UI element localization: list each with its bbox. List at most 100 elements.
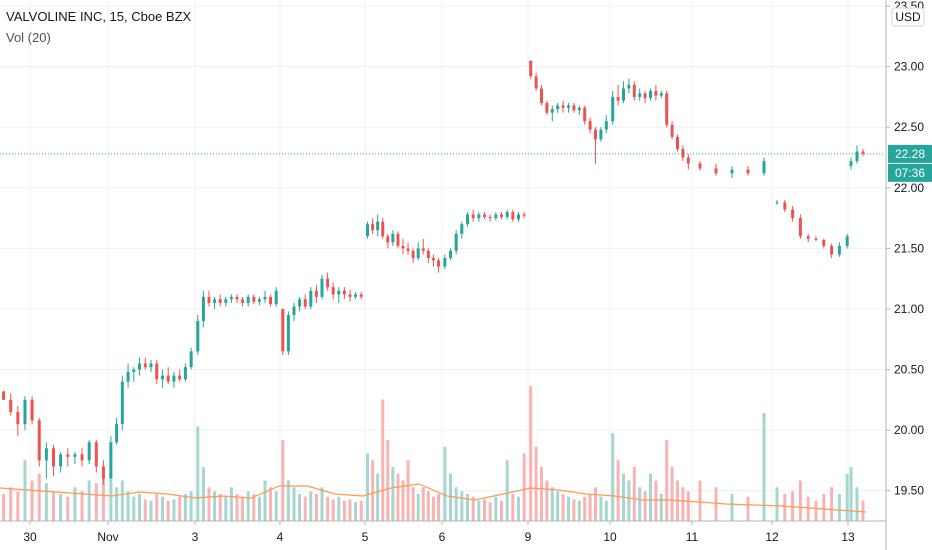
- candle-body: [522, 214, 526, 216]
- volume-bar: [303, 496, 307, 521]
- candle-body: [241, 299, 245, 303]
- candle-body: [59, 454, 63, 467]
- volume-bar: [252, 494, 256, 521]
- candle-body: [791, 209, 795, 219]
- volume-bar: [292, 487, 296, 521]
- volume-bar: [488, 502, 492, 521]
- candle-body: [246, 296, 250, 303]
- volume-bar: [52, 491, 55, 521]
- candle-body: [421, 248, 425, 251]
- volume-bar: [529, 386, 533, 521]
- symbol-legend[interactable]: VALVOLINE INC, 15, Cboe BZX: [6, 9, 192, 24]
- candle-body: [2, 391, 6, 400]
- volume-bar: [132, 496, 136, 521]
- volume-bar: [9, 487, 13, 521]
- volume-bar: [155, 494, 159, 521]
- volume-bar: [359, 500, 363, 521]
- candle-body: [466, 214, 469, 225]
- volume-bar: [505, 460, 509, 521]
- volume-bar: [213, 491, 217, 521]
- volume-bar: [540, 467, 543, 521]
- volume-bar: [172, 499, 176, 521]
- candle-body: [443, 258, 447, 267]
- volume-bar: [517, 496, 520, 521]
- candle-body: [166, 375, 170, 382]
- volume-bar: [201, 467, 205, 521]
- y-tick-label: 21.50: [894, 241, 924, 255]
- candle-body: [391, 233, 395, 243]
- volume-bar: [577, 500, 581, 521]
- volume-bar: [401, 480, 405, 521]
- candle-body: [207, 296, 211, 303]
- volume-bar: [714, 487, 718, 521]
- volume-bar: [120, 480, 124, 521]
- candle-body: [830, 245, 834, 255]
- candle-body: [292, 306, 296, 316]
- x-tick-label: 4: [277, 530, 284, 544]
- candle-body: [201, 296, 205, 322]
- candle-body: [149, 363, 153, 368]
- candle-body: [511, 212, 515, 220]
- candle-body: [109, 442, 113, 479]
- volume-bar: [207, 487, 211, 521]
- y-tick-label: 22.50: [894, 120, 924, 134]
- candle-body: [686, 157, 690, 164]
- candle-body: [545, 102, 549, 113]
- candle-body: [775, 202, 779, 204]
- candle-body: [837, 245, 841, 255]
- volume-bar: [218, 494, 222, 521]
- candle-body: [172, 375, 176, 382]
- volume-bar: [126, 491, 130, 521]
- candle-body: [638, 93, 642, 97]
- volume-bar: [522, 453, 526, 521]
- volume-bar: [483, 499, 486, 521]
- candle-body: [611, 96, 615, 122]
- candle-body: [263, 296, 267, 300]
- candle-body: [431, 258, 435, 261]
- candle-body: [449, 250, 452, 259]
- volume-bar: [224, 496, 228, 521]
- candle-body: [436, 260, 440, 267]
- volume-moving-average: [0, 483, 867, 513]
- candle-body: [66, 454, 70, 457]
- candle-body: [37, 420, 41, 461]
- volume-bar: [545, 480, 549, 521]
- volume-bar: [16, 491, 20, 521]
- volume-bar: [37, 473, 41, 521]
- volume-bar: [160, 496, 164, 521]
- candle-body: [649, 90, 652, 99]
- y-tick-label: 21.00: [894, 302, 924, 316]
- candle-body: [681, 149, 685, 158]
- volume-legend[interactable]: Vol (20): [6, 30, 51, 45]
- volume-bar: [654, 480, 658, 521]
- volume-bar: [762, 413, 766, 521]
- currency-label[interactable]: USD: [895, 10, 921, 24]
- candle-body: [567, 105, 570, 108]
- candlesticks: [2, 60, 865, 485]
- volume-bar: [337, 496, 341, 521]
- candle-body: [314, 290, 318, 297]
- candle-body: [604, 121, 608, 130]
- volume-bar: [845, 473, 849, 521]
- candle-body: [229, 296, 233, 300]
- volume-bar: [588, 494, 592, 521]
- candle-body: [366, 224, 370, 237]
- x-tick-label: 9: [525, 530, 532, 544]
- volume-bar: [616, 460, 620, 521]
- candle-body: [845, 236, 849, 246]
- x-tick-label: 10: [603, 530, 617, 544]
- candle-body: [643, 93, 647, 99]
- volume-bar: [314, 494, 318, 521]
- volume-bar: [183, 494, 187, 521]
- volume-bar: [246, 491, 250, 521]
- volume-bar: [59, 494, 63, 521]
- volume-bar: [2, 494, 6, 521]
- volume-bar: [87, 480, 91, 521]
- volume-bar: [396, 473, 400, 521]
- volume-bar: [66, 496, 70, 521]
- volume-bar: [798, 480, 802, 521]
- volume-bar: [730, 494, 734, 521]
- candle-body: [348, 294, 352, 297]
- volume-bar: [604, 500, 608, 521]
